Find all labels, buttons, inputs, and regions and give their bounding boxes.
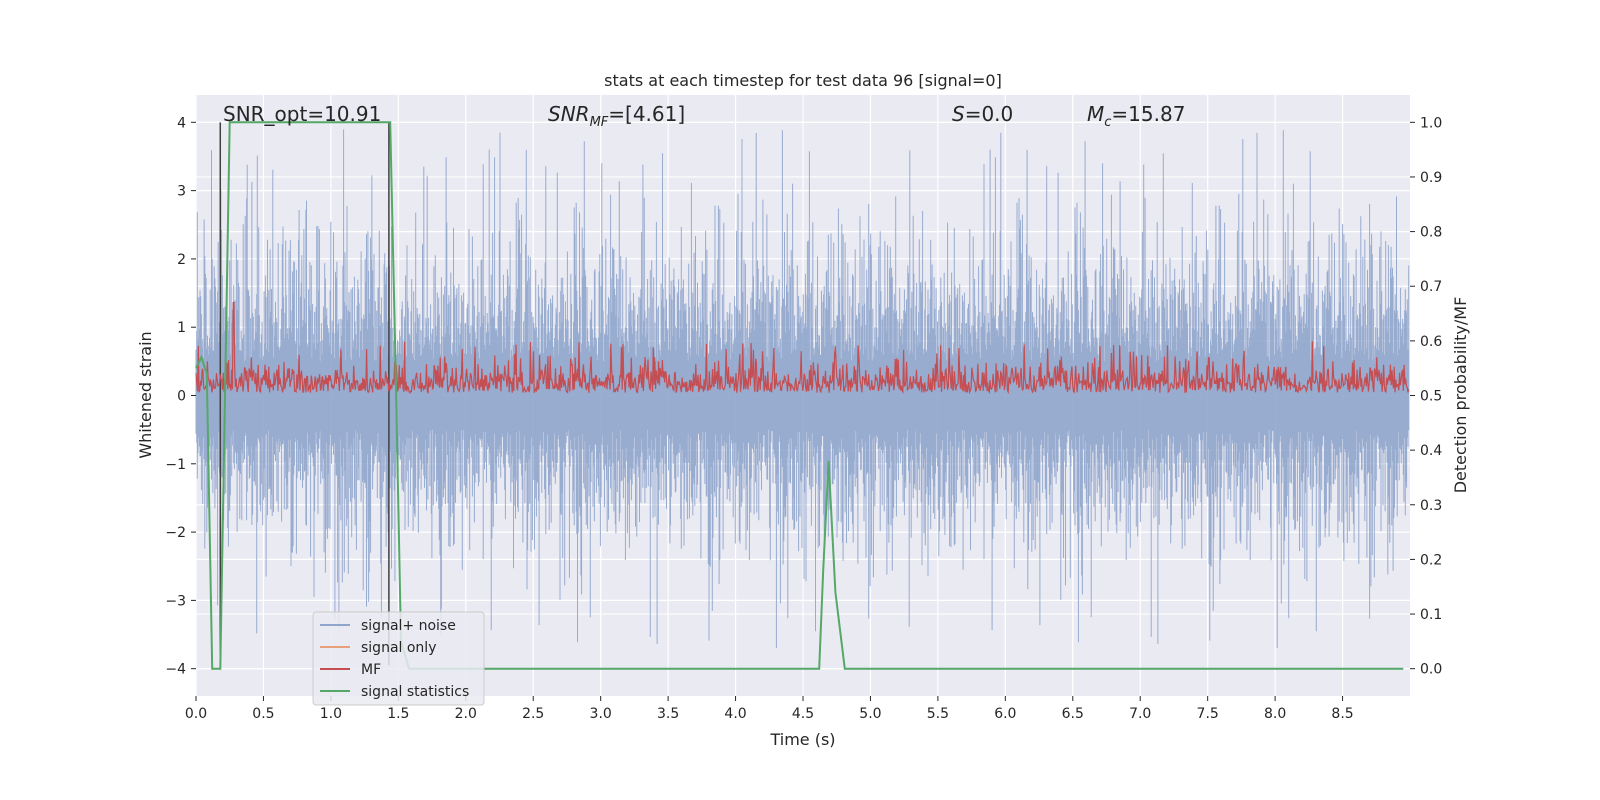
x-tick-label: 8.0 [1264, 706, 1286, 722]
y-tick-label: 0 [177, 389, 186, 405]
y-axis-ticks: 4 3 2 1 0 −1 −2 −3 −4 [165, 115, 196, 678]
mc-annotation: Mc=15.87 [1087, 102, 1185, 130]
y-tick-label: 3 [177, 184, 186, 200]
y-tick-label: −4 [165, 662, 186, 678]
x-tick-label: 1.0 [320, 706, 342, 722]
x-tick-label: 7.5 [1197, 706, 1219, 722]
x-tick-label: 5.0 [859, 706, 881, 722]
y-right-tick-label: 0.5 [1420, 389, 1442, 405]
snr-opt-annotation: SNR_opt=10.91 [223, 102, 381, 126]
y-tick-label: −1 [165, 457, 186, 473]
x-tick-label: 1.5 [387, 706, 409, 722]
x-tick-label: 7.0 [1129, 706, 1151, 722]
y-tick-label: −2 [165, 525, 186, 541]
legend-label-signal-statistics: signal statistics [361, 684, 469, 700]
s-value: =0.0 [965, 102, 1014, 126]
y-axis-label: Whitened strain [136, 331, 155, 458]
mc-subscript: c [1104, 115, 1111, 130]
snr-mf-main: SNR [548, 102, 590, 126]
mf-series [195, 302, 1410, 395]
x-tick-label: 3.5 [657, 706, 679, 722]
y-tick-label: 4 [177, 115, 186, 131]
x-tick-label: 8.5 [1331, 706, 1353, 722]
x-tick-label: 0.5 [252, 706, 274, 722]
y-right-tick-label: 0.9 [1420, 170, 1442, 186]
vertical-markers [219, 122, 390, 666]
y-tick-label: 1 [177, 320, 186, 336]
y-right-tick-label: 0.6 [1420, 334, 1442, 350]
legend-box [312, 611, 485, 706]
y-axis-right-label: Detection probability/MF [1451, 297, 1470, 494]
s-annotation: S=0.0 [952, 102, 1013, 126]
x-axis-ticks: 0.0 0.5 1.0 1.5 2.0 2.5 3.0 3.5 4.0 4.5 5.0 5.5 6.0 6… [185, 696, 1354, 722]
s-main: S [952, 102, 965, 126]
y-tick-label: 2 [177, 252, 186, 268]
y-right-tick-label: 0.1 [1420, 607, 1442, 623]
snr-mf-value: =[4.61] [608, 102, 685, 126]
snr-mf-subscript: MF [590, 115, 609, 130]
snr-mf-annotation: SNRMF=[4.61] [548, 102, 685, 130]
x-tick-label: 2.5 [522, 706, 544, 722]
chart-title: stats at each timestep for test data 96 … [604, 71, 1002, 90]
legend: signal+ noise signal only MF signal stat… [312, 611, 485, 706]
x-axis-label: Time (s) [769, 730, 835, 749]
legend-label-mf: MF [361, 662, 381, 678]
y-right-tick-label: 0.4 [1420, 443, 1442, 459]
x-tick-label: 3.0 [590, 706, 612, 722]
y-tick-label: −3 [165, 593, 186, 609]
y-right-tick-label: 1.0 [1420, 115, 1442, 131]
y-right-tick-label: 0.0 [1420, 662, 1442, 678]
mf-trace [195, 302, 1410, 395]
y-right-tick-label: 0.8 [1420, 225, 1442, 241]
x-tick-label: 2.0 [455, 706, 477, 722]
mc-value: =15.87 [1111, 102, 1185, 126]
x-tick-label: 4.0 [724, 706, 746, 722]
legend-label-signal-only: signal only [361, 640, 436, 656]
legend-label-signal-noise: signal+ noise [361, 618, 456, 634]
x-tick-label: 0.0 [185, 706, 207, 722]
y-right-tick-label: 0.7 [1420, 279, 1442, 295]
x-tick-label: 5.5 [927, 706, 949, 722]
mc-main: M [1087, 102, 1104, 126]
y-right-tick-label: 0.3 [1420, 498, 1442, 514]
x-tick-label: 6.5 [1062, 706, 1084, 722]
x-tick-label: 6.0 [994, 706, 1016, 722]
y-right-tick-label: 0.2 [1420, 552, 1442, 568]
x-tick-label: 4.5 [792, 706, 814, 722]
y-axis-right-ticks: 1.0 0.9 0.8 0.7 0.6 0.5 0.4 0.3 0.2 0.1 0.0 [1410, 115, 1442, 678]
